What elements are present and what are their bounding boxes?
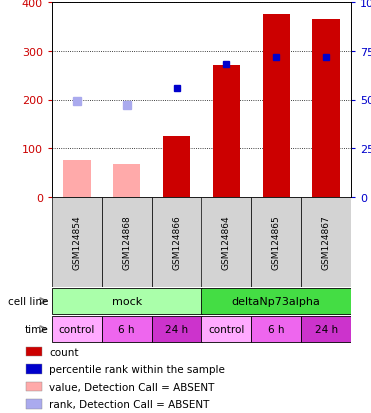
Bar bbox=[201, 197, 251, 287]
Text: control: control bbox=[59, 324, 95, 334]
Bar bbox=[26, 347, 42, 356]
Bar bbox=[251, 197, 301, 287]
Text: 24 h: 24 h bbox=[165, 324, 188, 334]
Text: GSM124867: GSM124867 bbox=[322, 215, 331, 270]
Text: time: time bbox=[24, 324, 48, 334]
Text: count: count bbox=[49, 347, 79, 357]
Bar bbox=[26, 364, 42, 374]
Bar bbox=[263, 15, 290, 197]
Text: control: control bbox=[208, 324, 244, 334]
Bar bbox=[113, 164, 141, 197]
Bar bbox=[251, 317, 301, 342]
Text: mock: mock bbox=[112, 296, 142, 306]
Bar bbox=[52, 289, 201, 314]
Text: GSM124864: GSM124864 bbox=[222, 215, 231, 270]
Text: GSM124868: GSM124868 bbox=[122, 215, 131, 270]
Bar bbox=[201, 289, 351, 314]
Bar bbox=[301, 317, 351, 342]
Text: percentile rank within the sample: percentile rank within the sample bbox=[49, 364, 225, 374]
Bar bbox=[152, 197, 201, 287]
Bar bbox=[213, 66, 240, 197]
Bar bbox=[102, 317, 152, 342]
Text: deltaNp73alpha: deltaNp73alpha bbox=[232, 296, 321, 306]
Text: GSM124866: GSM124866 bbox=[172, 215, 181, 270]
Bar bbox=[152, 317, 201, 342]
Text: value, Detection Call = ABSENT: value, Detection Call = ABSENT bbox=[49, 382, 214, 392]
Bar bbox=[312, 20, 340, 197]
Bar bbox=[26, 399, 42, 408]
Text: GSM124854: GSM124854 bbox=[72, 215, 81, 270]
Bar bbox=[301, 197, 351, 287]
Bar bbox=[201, 317, 251, 342]
Bar bbox=[52, 197, 102, 287]
Text: 6 h: 6 h bbox=[118, 324, 135, 334]
Text: 6 h: 6 h bbox=[268, 324, 285, 334]
Text: cell line: cell line bbox=[8, 296, 48, 306]
Bar bbox=[102, 197, 152, 287]
Bar bbox=[26, 382, 42, 391]
Text: GSM124865: GSM124865 bbox=[272, 215, 281, 270]
Text: rank, Detection Call = ABSENT: rank, Detection Call = ABSENT bbox=[49, 399, 210, 409]
Bar bbox=[163, 137, 190, 197]
Text: 24 h: 24 h bbox=[315, 324, 338, 334]
Bar bbox=[52, 317, 102, 342]
Bar bbox=[63, 161, 91, 197]
